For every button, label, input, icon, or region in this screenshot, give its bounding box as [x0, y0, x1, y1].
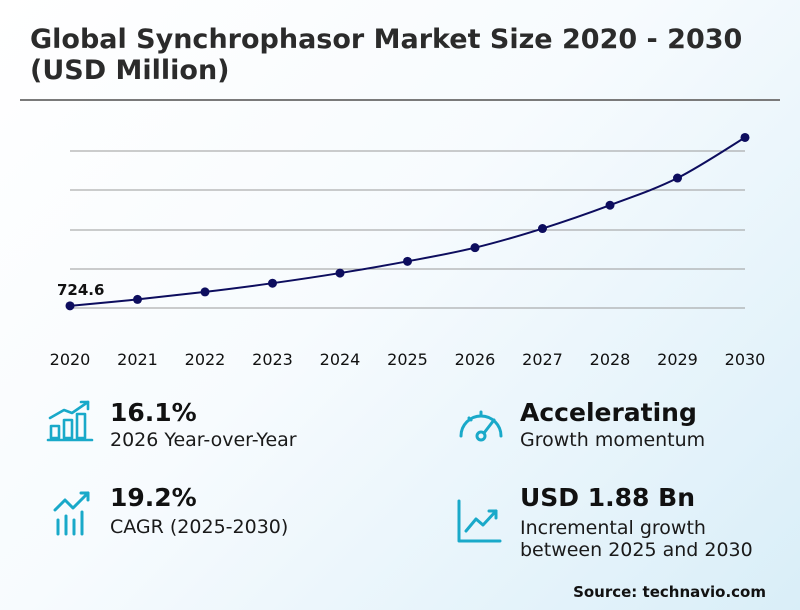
data-point-2030 [740, 132, 750, 142]
bar-chart-growth-icon [46, 400, 94, 442]
x-tick-label: 2020 [50, 350, 91, 369]
stat-value: 16.1% [110, 398, 197, 427]
trend-bars-icon [53, 491, 90, 536]
data-label: 724.6 [57, 281, 104, 299]
line-chart: 2020 2021 2022 2023 2024 2025 2026 2027 2028 2029… [50, 132, 766, 369]
data-point-2029 [673, 173, 682, 183]
x-tick-label: 2022 [185, 350, 226, 369]
data-point-2024 [335, 268, 345, 278]
x-tick-label: 2030 [725, 350, 766, 369]
data-point-2025 [403, 256, 412, 266]
x-tick-label: 2029 [657, 350, 698, 369]
chart-title: Global Synchrophasor Market Size 2020 - … [30, 24, 743, 86]
stat-label: Incremental growth between 2025 and 2030 [520, 517, 753, 561]
stat-yoy: 16.1% 2026 Year-over-Year [46, 398, 376, 458]
stat-label: 2026 Year-over-Year [110, 429, 297, 451]
source-credit: Source: technavio.com [573, 583, 766, 601]
data-point-2020 [65, 301, 75, 311]
x-tick-label: 2024 [320, 350, 361, 369]
data-point-2026 [470, 243, 480, 253]
x-tick-label: 2025 [387, 350, 428, 369]
stat-value: USD 1.88 Bn [520, 483, 695, 512]
stat-momentum: Accelerating Growth momentum [456, 398, 776, 458]
trend-up-chart-icon [457, 499, 502, 543]
x-tick-label: 2026 [455, 350, 496, 369]
series-line [69, 136, 746, 307]
x-tick-label: 2028 [590, 350, 631, 369]
gauge-icon [459, 410, 503, 442]
stat-value: Accelerating [520, 398, 697, 427]
data-point-2021 [133, 294, 142, 304]
data-point-2027 [538, 224, 547, 234]
title-divider [20, 99, 780, 101]
stat-label: CAGR (2025-2030) [110, 516, 289, 538]
stat-cagr: 19.2% CAGR (2025-2030) [52, 483, 372, 543]
data-point-2023 [268, 278, 277, 288]
x-tick-label: 2027 [522, 350, 563, 369]
x-tick-label: 2021 [117, 350, 158, 369]
stat-value: 19.2% [110, 483, 197, 512]
data-point-2028 [605, 200, 615, 210]
stat-label: Growth momentum [520, 429, 706, 451]
stat-incremental: USD 1.88 Bn Incremental growth between 2… [456, 483, 786, 563]
data-point-2022 [200, 287, 210, 297]
x-tick-label: 2023 [252, 350, 293, 369]
